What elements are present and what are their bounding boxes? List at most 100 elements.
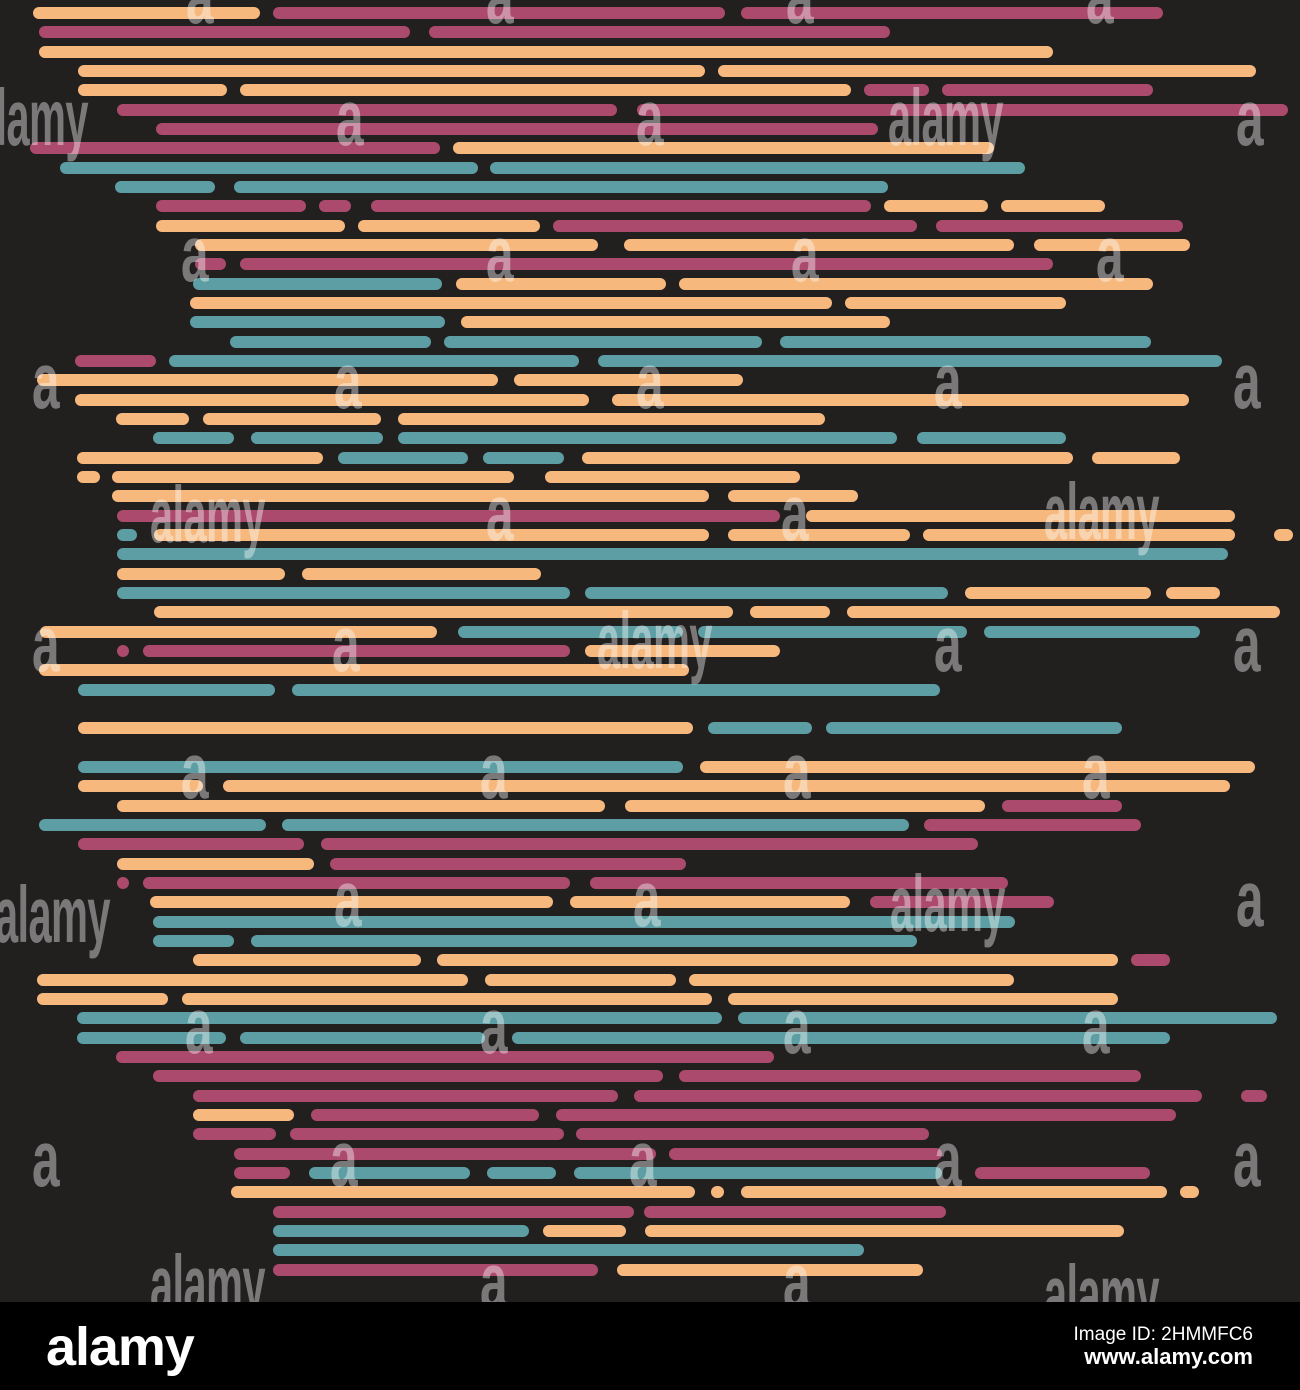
line-segment [806,510,1235,522]
line-segment [77,452,323,464]
line-segment [150,896,553,908]
line-segment [117,104,617,116]
watermark-letter: a [486,468,514,557]
line-segment [330,858,686,870]
watermark-letter: a [480,726,508,815]
line-segment [624,239,1014,251]
line-segment [728,529,910,541]
watermark-word: alamy [888,73,1003,162]
line-segment [190,297,832,309]
line-segment [190,316,445,328]
line-segment [273,1244,864,1256]
line-segment [240,1032,485,1044]
line-segment [117,858,314,870]
line-segment [156,123,878,135]
line-segment [154,606,733,618]
line-segment [1274,529,1293,541]
watermark-letter: a [486,0,514,36]
line-segment [942,84,1153,96]
watermark-word: alamy [0,73,88,162]
line-segment [1002,800,1122,812]
watermark-letter: a [1236,73,1264,162]
line-segment [195,258,226,270]
line-segment [193,1109,294,1121]
watermark-letter: a [783,726,811,815]
line-segment [700,761,1255,773]
line-segment [574,1167,942,1179]
line-segment [60,162,478,174]
line-segment [231,1186,695,1198]
line-segment [75,355,156,367]
line-segment [718,65,1256,77]
line-segment [154,529,709,541]
line-segment [117,510,780,522]
line-segment [708,722,812,734]
line-segment [645,1225,1124,1237]
line-segment [826,722,1122,734]
line-segment [37,374,498,386]
watermark-letter: a [1082,726,1110,815]
line-segment [234,181,888,193]
pattern-area [30,7,1293,1276]
line-segment [698,626,967,638]
line-segment [485,974,676,986]
line-segment [39,26,410,38]
line-segment [689,974,1014,986]
watermark-word: alamy [597,596,712,685]
line-segment [273,1206,634,1218]
line-segment [182,993,712,1005]
line-segment [193,954,421,966]
line-segment [292,684,940,696]
line-segment [437,954,1118,966]
line-segment [1001,200,1105,212]
line-segment [487,1167,556,1179]
line-segment [864,84,929,96]
line-segment [585,587,948,599]
alamy-logo: alamy [46,1317,195,1377]
line-segment [637,104,1288,116]
line-segment [117,645,129,657]
watermark-letter: a [1082,981,1110,1070]
watermark-bar: alamy Image ID: 2HMMFC6 www.alamy.com [0,1302,1300,1390]
line-segment [251,432,383,444]
line-segment [37,974,468,986]
line-segment [1241,1090,1267,1102]
line-segment [33,7,260,19]
line-segment [965,587,1151,599]
line-segment [984,626,1200,638]
line-segment [625,800,985,812]
line-segment [936,220,1183,232]
line-segment [453,142,994,154]
line-segment [195,239,598,251]
watermark-letter: a [1236,854,1264,943]
line-segment [456,278,666,290]
line-segment [358,220,540,232]
line-segment [1131,954,1170,966]
line-segment [780,336,1151,348]
line-segment [429,26,890,38]
watermark-letter: a [186,0,214,36]
line-segment [1166,587,1220,599]
line-segment [240,258,1053,270]
line-segment [1180,1186,1199,1198]
line-segment [302,568,541,580]
alamy-url-text: www.alamy.com [1084,1344,1253,1369]
line-segment [234,1167,290,1179]
line-segment [143,645,570,657]
line-segment [77,1012,722,1024]
line-segment [311,1109,539,1121]
line-segment [193,278,442,290]
line-segment [598,355,1222,367]
watermark-letter: a [1096,209,1124,298]
line-segment [153,1070,663,1082]
line-segment [143,877,570,889]
watermark-letter: a [629,1114,657,1203]
line-segment [634,1090,1202,1102]
watermark-word: alamy [150,470,265,559]
image-id-text: Image ID: 2HMMFC6 [1073,1324,1253,1345]
line-segment [570,896,850,908]
line-segment [273,1225,529,1237]
line-segment [223,780,1230,792]
line-segment [321,838,978,850]
